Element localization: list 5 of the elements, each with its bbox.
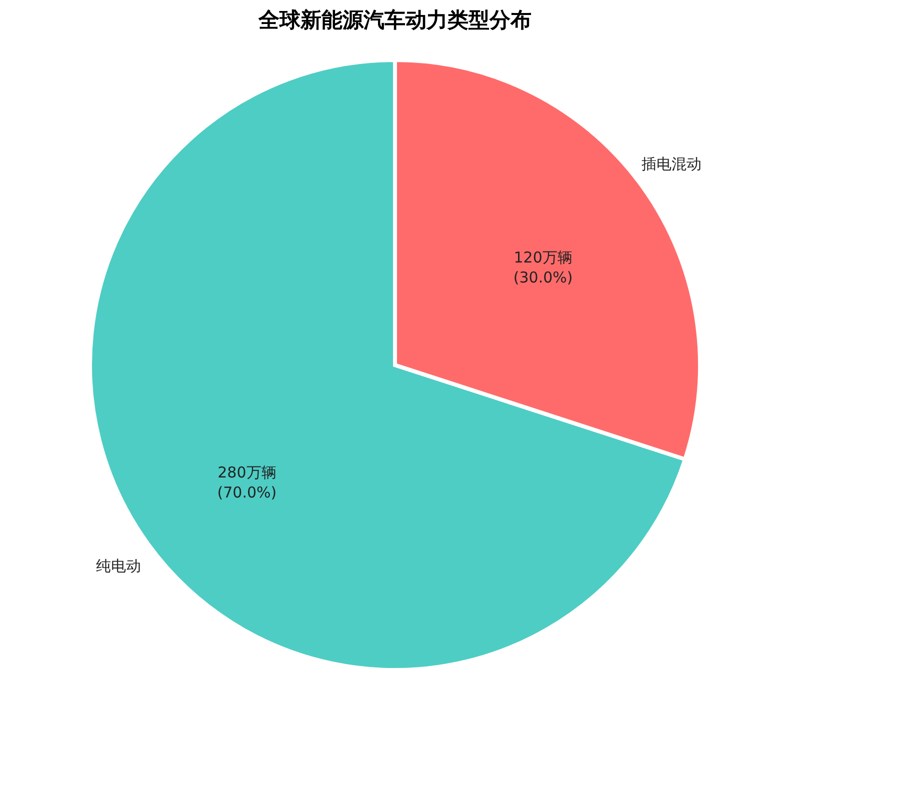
data-label: 120万辆 (30.0%) [513, 248, 573, 286]
data-label: 280万辆 (70.0%) [217, 464, 277, 502]
slice-label: 纯电动 [96, 556, 142, 575]
chart-title: 全球新能源汽车动力类型分布 [258, 8, 532, 32]
slice-label: 插电混动 [641, 155, 702, 174]
